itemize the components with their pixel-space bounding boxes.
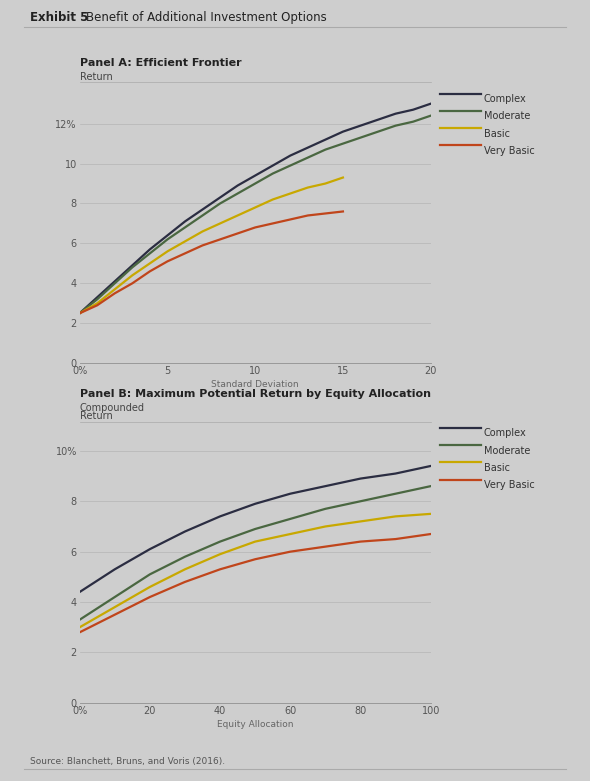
Text: Very Basic: Very Basic	[484, 480, 535, 490]
Text: Complex: Complex	[484, 429, 526, 438]
Text: Panel B: Maximum Potential Return by Equity Allocation: Panel B: Maximum Potential Return by Equ…	[80, 389, 431, 399]
Text: Moderate: Moderate	[484, 446, 530, 455]
Text: Basic: Basic	[484, 129, 510, 138]
Text: Source: Blanchett, Bruns, and Voris (2016).: Source: Blanchett, Bruns, and Voris (201…	[30, 757, 225, 766]
Text: Moderate: Moderate	[484, 112, 530, 121]
Text: Return: Return	[80, 72, 113, 82]
Text: Exhibit 5: Exhibit 5	[30, 11, 88, 24]
Text: Panel A: Efficient Frontier: Panel A: Efficient Frontier	[80, 58, 241, 68]
Text: Very Basic: Very Basic	[484, 146, 535, 155]
X-axis label: Standard Deviation: Standard Deviation	[211, 380, 299, 389]
Text: Return: Return	[80, 412, 113, 422]
X-axis label: Equity Allocation: Equity Allocation	[217, 720, 293, 729]
Text: Benefit of Additional Investment Options: Benefit of Additional Investment Options	[86, 11, 326, 24]
Text: Complex: Complex	[484, 95, 526, 104]
Text: Basic: Basic	[484, 463, 510, 473]
Text: Compounded: Compounded	[80, 403, 145, 413]
